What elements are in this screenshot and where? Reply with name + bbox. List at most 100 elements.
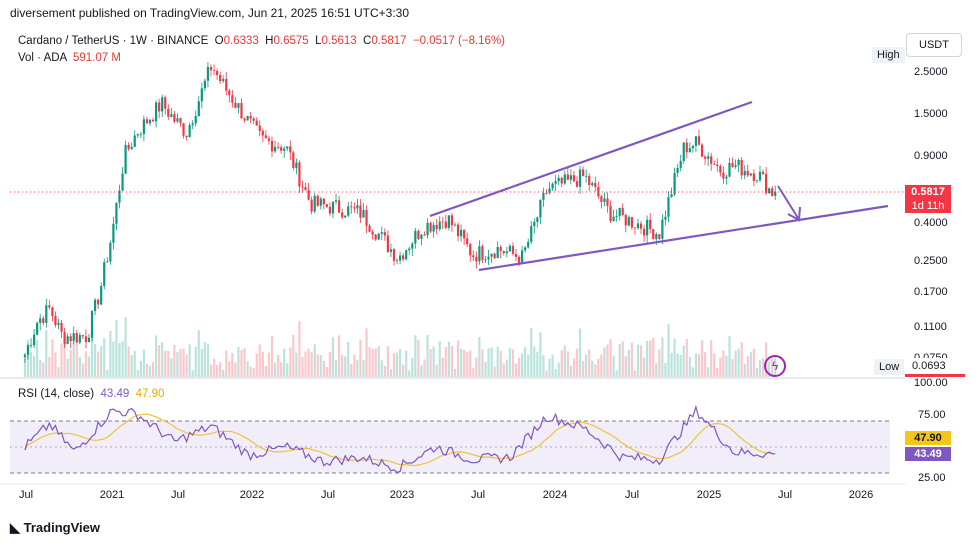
candle-body — [551, 183, 554, 189]
candle-body — [414, 230, 417, 244]
close-label: C — [363, 35, 372, 47]
volume-bar — [292, 334, 295, 377]
volume-bar — [728, 336, 731, 377]
volume-bar — [136, 370, 139, 377]
candle-body — [624, 215, 627, 226]
candle-body — [341, 212, 344, 218]
volume-bar — [731, 358, 734, 377]
candle-body — [499, 247, 502, 252]
candle-body — [560, 177, 563, 184]
candle-body — [703, 156, 707, 159]
candle-body — [325, 204, 328, 207]
volume-bar — [682, 345, 685, 377]
candle-body — [197, 101, 200, 117]
volume-bar — [478, 337, 481, 377]
candle-body — [524, 247, 527, 251]
lightning-icon[interactable]: ϟ — [764, 355, 786, 377]
tradingview-logo[interactable]: ◣ TradingView — [10, 520, 100, 536]
candle-body — [57, 322, 60, 325]
candle-body — [258, 125, 261, 131]
volume-bar — [313, 344, 316, 377]
volume-bar — [517, 357, 521, 377]
volume-bar — [585, 354, 588, 377]
volume-bar — [158, 345, 161, 377]
rsi-tick-100: 100.00 — [914, 377, 948, 389]
volume-bar — [420, 365, 423, 377]
volume-bar — [200, 348, 203, 377]
volume-bar — [283, 348, 286, 377]
candle-body — [203, 80, 206, 89]
volume-bar — [459, 348, 463, 377]
volume-bar — [453, 368, 457, 377]
candle-body — [60, 322, 63, 332]
currency-selector[interactable]: USDT — [906, 33, 962, 57]
x-tick-jul-2025: Jul — [777, 489, 793, 501]
volume-bar — [575, 348, 579, 377]
low-marker-label: Low — [874, 359, 905, 375]
y-tick-0-4: 0.4000 — [914, 217, 948, 229]
candle-body — [78, 335, 81, 343]
volume-bar — [514, 363, 518, 377]
volume-bar — [225, 350, 228, 377]
volume-bar — [36, 339, 39, 377]
candle-body — [408, 248, 411, 251]
candle-body — [365, 210, 368, 226]
volume-bars — [23, 317, 777, 377]
volume-bar — [75, 339, 78, 377]
candle-body — [252, 118, 255, 121]
volume-bar — [588, 349, 591, 377]
tv-logo-icon: ◣ — [10, 520, 20, 535]
candle-body — [569, 175, 572, 180]
countdown-tag: 1d 11h — [905, 199, 951, 213]
volume-bar — [758, 360, 762, 377]
volume-bar — [194, 346, 197, 377]
volume-bar — [606, 344, 609, 377]
volume-label[interactable]: Vol · ADA — [18, 52, 67, 64]
volume-bar — [688, 356, 691, 377]
candle-body — [75, 333, 78, 343]
volume-bar — [493, 366, 496, 377]
volume-bar — [749, 351, 752, 377]
candle-body — [222, 78, 225, 82]
volume-bar — [237, 347, 240, 377]
candle-body — [347, 206, 350, 216]
candle-body — [267, 138, 271, 141]
x-tick-2023: 2023 — [389, 489, 415, 501]
volume-bar — [273, 362, 277, 377]
volume-bar — [45, 329, 48, 377]
candle-body — [642, 228, 646, 236]
volume-bar — [267, 352, 271, 377]
publish-header: diversement published on TradingView.com… — [10, 6, 410, 20]
volume-bar — [395, 352, 399, 377]
volume-bar — [164, 350, 167, 377]
candle-body — [173, 114, 176, 122]
volume-bar — [438, 341, 441, 377]
volume-bar — [524, 347, 527, 377]
candle-body — [283, 148, 286, 151]
volume-bar — [316, 354, 319, 377]
candle-body — [514, 253, 518, 257]
y-tick-0-25: 0.2500 — [914, 255, 948, 267]
volume-bar — [417, 339, 420, 377]
volume-bar — [475, 357, 478, 377]
volume-bar — [170, 358, 173, 377]
rsi-label[interactable]: RSI (14, close) — [18, 388, 95, 400]
x-tick-jul-2022: Jul — [320, 489, 336, 501]
low-value: 0.5613 — [321, 35, 357, 47]
candle-body — [487, 256, 490, 260]
candle-body — [32, 334, 36, 346]
candle-body — [295, 162, 298, 168]
symbol-label[interactable]: Cardano / TetherUS · 1W · BINANCE — [18, 35, 209, 47]
volume-bar — [84, 351, 88, 377]
volume-bar — [667, 323, 670, 377]
candle-body — [618, 207, 621, 217]
candle-body — [69, 336, 72, 341]
volume-bar — [502, 363, 505, 377]
candle-body — [81, 335, 84, 337]
candle-body — [371, 231, 374, 235]
volume-bar — [624, 356, 627, 377]
candle-body — [685, 142, 688, 153]
candle-body — [310, 199, 313, 212]
volume-bar — [499, 350, 502, 377]
